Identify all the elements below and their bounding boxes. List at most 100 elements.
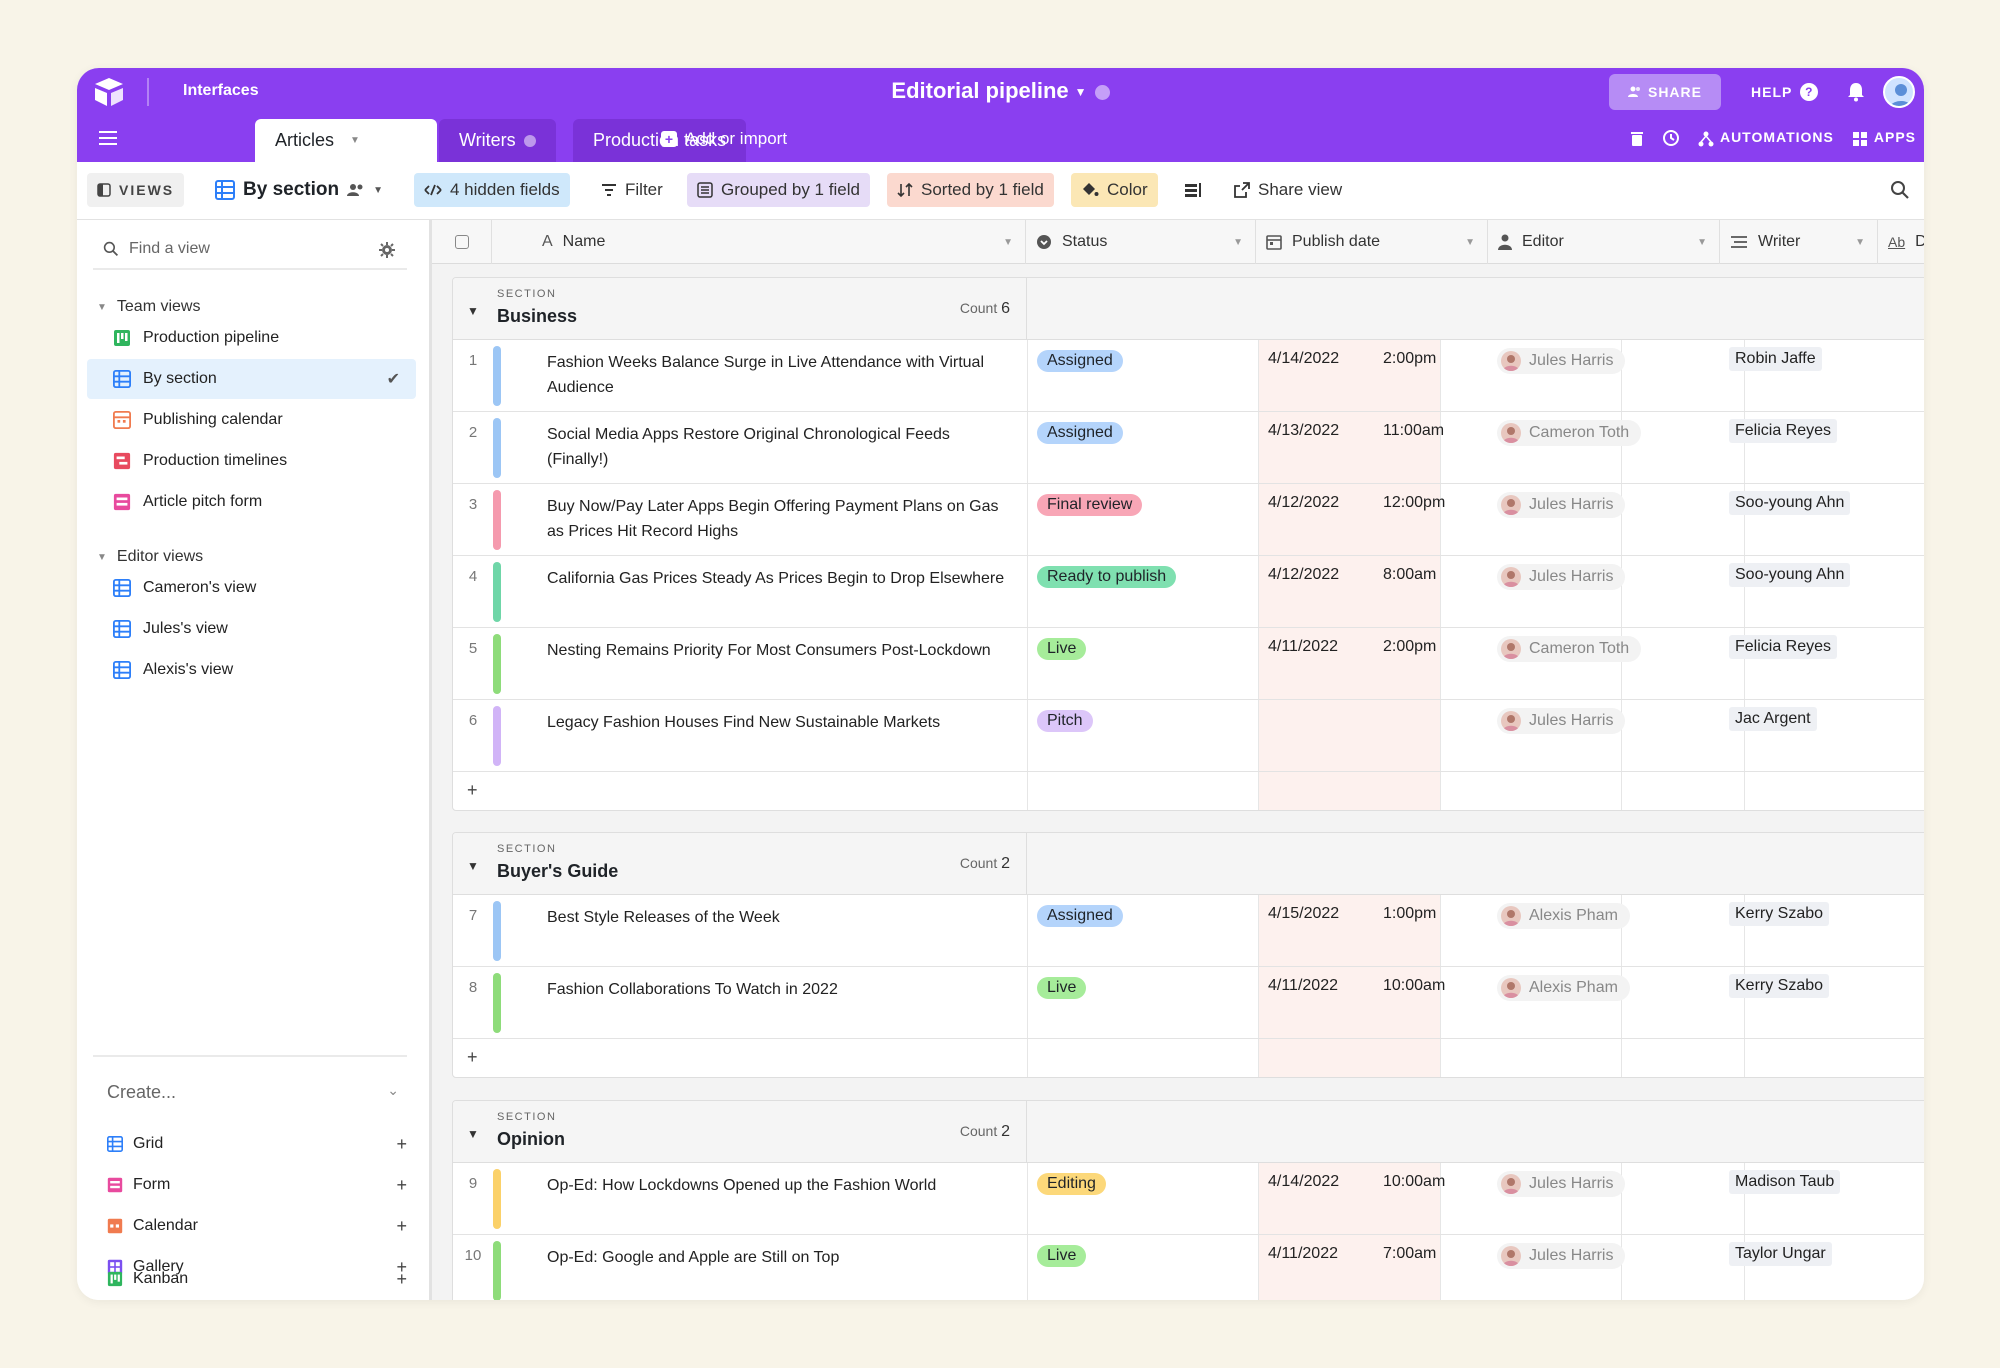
table-row[interactable]: 8 Fashion Collaborations To Watch in 2022… (453, 967, 1924, 1039)
chevron-down-icon[interactable]: ⌄ (387, 1082, 399, 1098)
trash-icon[interactable] (1630, 130, 1644, 146)
writer-chip[interactable]: Felicia Reyes (1729, 635, 1838, 659)
current-view-selector[interactable]: By section ▼ (205, 173, 393, 207)
plus-icon[interactable]: + (396, 1174, 407, 1195)
sidebar-item-publishing-calendar[interactable]: Publishing calendar (87, 400, 416, 440)
share-view-button[interactable]: Share view (1224, 173, 1352, 207)
editor-chip[interactable]: Jules Harris (1497, 492, 1626, 518)
cell-publish-time[interactable]: 7:00am (1383, 1245, 1437, 1262)
cell-publish-date[interactable]: 4/12/2022 (1268, 494, 1340, 511)
sidebar-item-camerons-view[interactable]: Cameron's view (87, 568, 416, 608)
create-gallery-item[interactable]: Gallery + (107, 1251, 407, 1283)
history-icon[interactable] (1662, 129, 1680, 147)
section-header[interactable]: ▼ SECTION Opinion Count 2 (453, 1101, 1924, 1163)
column-header-editor[interactable]: Editor ▼ (1488, 220, 1720, 264)
cell-publish-time[interactable]: 10:00am (1383, 977, 1446, 994)
cell-name[interactable]: Legacy Fashion Houses Find New Sustainab… (547, 714, 941, 731)
status-badge[interactable]: Live (1037, 638, 1087, 660)
cell-publish-date[interactable]: 4/13/2022 (1268, 422, 1340, 439)
gear-icon[interactable] (379, 242, 395, 258)
cell-name[interactable]: Op-Ed: Google and Apple are Still on Top (547, 1249, 840, 1266)
cell-publish-date[interactable]: 4/15/2022 (1268, 905, 1340, 922)
plus-icon[interactable]: + (396, 1256, 407, 1277)
add-record-row[interactable]: + (453, 772, 1924, 810)
sidebar-item-production-pipeline[interactable]: Production pipeline (87, 318, 416, 358)
cell-publish-date[interactable]: 4/11/2022 (1268, 638, 1338, 655)
bell-icon[interactable] (1847, 82, 1865, 102)
sidebar-item-alexiss-view[interactable]: Alexis's view (87, 650, 416, 690)
filter-button[interactable]: Filter (591, 173, 673, 207)
writer-chip[interactable]: Kerry Szabo (1729, 902, 1830, 926)
collapse-triangle-icon[interactable]: ▼ (467, 1127, 479, 1141)
row-height-button[interactable] (1174, 173, 1212, 207)
create-kanban-item[interactable]: Kanban + (107, 1263, 407, 1295)
writer-chip[interactable]: Robin Jaffe (1729, 347, 1822, 371)
create-form-item[interactable]: Form + (107, 1169, 407, 1201)
column-header-status[interactable]: Status ▼ (1026, 220, 1256, 264)
table-row[interactable]: 9 Op-Ed: How Lockdowns Opened up the Fash… (453, 1163, 1924, 1235)
interfaces-link[interactable]: Interfaces (183, 82, 259, 99)
add-or-import-button[interactable]: + Add or import (661, 129, 787, 149)
color-button[interactable]: Color (1071, 173, 1158, 207)
editor-chip[interactable]: Jules Harris (1497, 564, 1626, 590)
cell-name[interactable]: Op-Ed: How Lockdowns Opened up the Fashi… (547, 1177, 937, 1194)
select-all-checkbox[interactable] (432, 220, 492, 264)
group-button[interactable]: Grouped by 1 field (687, 173, 870, 207)
status-badge[interactable]: Assigned (1037, 905, 1123, 927)
create-grid-item[interactable]: Grid + (107, 1128, 407, 1160)
plus-icon[interactable]: + (396, 1215, 407, 1236)
help-button[interactable]: HELP ? (1751, 83, 1819, 101)
writer-chip[interactable]: Kerry Szabo (1729, 974, 1830, 998)
writer-chip[interactable]: Taylor Ungar (1729, 1242, 1832, 1266)
airtable-logo-icon[interactable] (92, 76, 126, 108)
hidden-fields-button[interactable]: 4 hidden fields (414, 173, 570, 207)
writer-chip[interactable]: Madison Taub (1729, 1170, 1841, 1194)
editor-chip[interactable]: Cameron Toth (1497, 420, 1642, 446)
cell-publish-time[interactable]: 1:00pm (1383, 905, 1437, 922)
cell-name[interactable]: Best Style Releases of the Week (547, 909, 780, 926)
column-header-writer[interactable]: Writer ▼ (1720, 220, 1878, 264)
menu-icon[interactable] (99, 131, 117, 145)
status-badge[interactable]: Assigned (1037, 422, 1123, 444)
column-header-publish-date[interactable]: Publish date ▼ (1256, 220, 1488, 264)
editor-chip[interactable]: Jules Harris (1497, 1171, 1626, 1197)
table-row[interactable]: 4 California Gas Prices Steady As Prices … (453, 556, 1924, 628)
writer-chip[interactable]: Felicia Reyes (1729, 419, 1838, 443)
plus-icon[interactable]: + (396, 1133, 407, 1154)
views-toggle-button[interactable]: VIEWS (87, 173, 185, 207)
cell-publish-time[interactable]: 12:00pm (1383, 494, 1446, 511)
editor-chip[interactable]: Jules Harris (1497, 708, 1626, 734)
table-row[interactable]: 3 Buy Now/Pay Later Apps Begin Offering P… (453, 484, 1924, 556)
cell-name[interactable]: Fashion Collaborations To Watch in 2022 (547, 981, 838, 998)
cell-publish-time[interactable]: 8:00am (1383, 566, 1437, 583)
team-views-header[interactable]: ▼ Team views (97, 298, 200, 316)
editor-chip[interactable]: Alexis Pham (1497, 975, 1630, 1001)
plus-icon[interactable]: + (396, 1268, 407, 1289)
table-row[interactable]: 7 Best Style Releases of the Week Assigned… (453, 895, 1924, 967)
cell-name[interactable]: Fashion Weeks Balance Surge in Live Atte… (547, 354, 984, 396)
column-header-name[interactable]: A Name ▼ (492, 220, 1026, 264)
status-badge[interactable]: Live (1037, 1245, 1087, 1267)
editor-chip[interactable]: Jules Harris (1497, 1243, 1626, 1269)
create-calendar-item[interactable]: Calendar + (107, 1210, 407, 1242)
table-row[interactable]: 2 Social Media Apps Restore Original Chro… (453, 412, 1924, 484)
status-badge[interactable]: Editing (1037, 1173, 1106, 1195)
cell-name[interactable]: California Gas Prices Steady As Prices B… (547, 570, 1005, 587)
cell-publish-date[interactable]: 4/14/2022 (1268, 1173, 1340, 1190)
info-icon[interactable] (1094, 84, 1110, 100)
tab-articles[interactable]: Articles ▼ (255, 119, 437, 162)
writer-chip[interactable]: Jac Argent (1729, 707, 1817, 731)
status-badge[interactable]: Assigned (1037, 350, 1123, 372)
cell-name[interactable]: Buy Now/Pay Later Apps Begin Offering Pa… (547, 498, 999, 540)
find-view-input[interactable]: Find a view (93, 230, 407, 270)
table-row[interactable]: 10 Op-Ed: Google and Apple are Still on T… (453, 1235, 1924, 1300)
sidebar-item-by-section[interactable]: By section ✔ (87, 359, 416, 399)
sidebar-item-production-timelines[interactable]: Production timelines (87, 441, 416, 481)
search-icon[interactable] (1890, 180, 1910, 200)
cell-name[interactable]: Nesting Remains Priority For Most Consum… (547, 642, 991, 659)
cell-publish-date[interactable]: 4/11/2022 (1268, 1245, 1338, 1262)
cell-publish-date[interactable]: 4/12/2022 (1268, 566, 1340, 583)
status-badge[interactable]: Final review (1037, 494, 1143, 516)
add-record-row[interactable]: + (453, 1039, 1924, 1077)
editor-views-header[interactable]: ▼ Editor views (97, 548, 203, 566)
